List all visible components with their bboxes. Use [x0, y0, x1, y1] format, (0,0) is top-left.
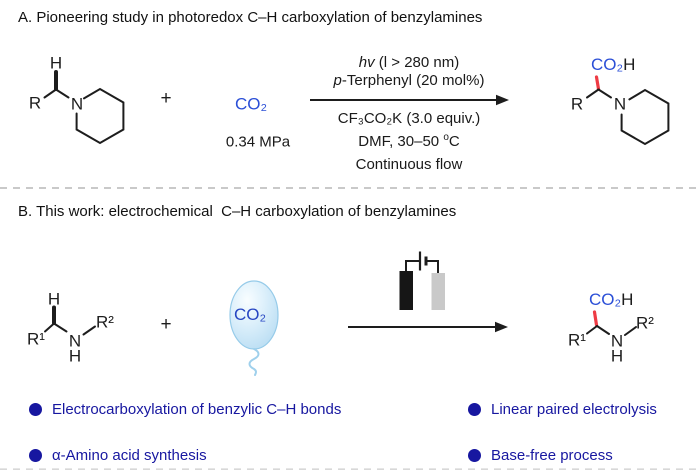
reaction-arrow-a [310, 94, 509, 106]
hv-italic: hv [358, 54, 375, 71]
r-group-label: R [570, 94, 584, 114]
bullet-dot-icon [29, 402, 42, 416]
arrow-head [496, 94, 509, 106]
r2-group-label: R² [636, 313, 654, 333]
terphenyl-text: -Terphenyl (20 mol%) [341, 72, 485, 89]
left-wire [405, 260, 419, 271]
r2-group-label: R² [96, 312, 114, 332]
degree-superscript: o [443, 132, 449, 143]
co2-balloon [229, 280, 279, 376]
co2-reagent-label: CO₂ [234, 94, 268, 114]
n-r2-bond [82, 325, 96, 336]
pressure-label: 0.34 MPa [225, 133, 291, 151]
co2-part: CO₂ [589, 290, 622, 309]
bullet-linear-paired: Linear paired electrolysis [468, 400, 657, 418]
bullet-base-free: Base-free process [468, 446, 613, 464]
plus-sign: + [160, 88, 172, 109]
bullet-electrocarboxylation: Electrocarboxylation of benzylic C–H bon… [29, 400, 342, 418]
n-atom-label: N [613, 94, 627, 114]
h-part: H [623, 55, 636, 74]
right-wire [427, 260, 439, 273]
electrolysis-cell-icon [399, 251, 445, 310]
h-atom-label: H [49, 53, 63, 73]
bullet-label: Base-free process [491, 446, 613, 464]
n-r2-bond [624, 326, 637, 336]
r1-ch-bond [586, 325, 598, 335]
ch-n-bond [596, 325, 610, 335]
condition-flow: Continuous flow [355, 156, 463, 173]
ch-n-bond [55, 88, 70, 99]
ch-n-bond [597, 88, 612, 99]
condition-light: hv (l > 280 nm) [359, 55, 459, 70]
p-italic: p [333, 72, 342, 89]
n-atom-label: N [70, 94, 84, 114]
r-group-label: R [28, 93, 42, 113]
nh-atom-label: H [610, 346, 624, 366]
bullet-amino-acid: α-Amino acid synthesis [29, 446, 207, 464]
condition-base: CF₃CO₂K (3.0 equiv.) [337, 110, 481, 127]
bullet-dot-icon [468, 448, 481, 462]
celsius-text: C [448, 133, 460, 150]
product-b-skeleton [586, 310, 637, 336]
co2h-label: CO₂H [591, 56, 635, 73]
wavelength-text: (l > 280 nm) [374, 54, 460, 71]
balloon-string [248, 348, 260, 376]
amine-b-skeleton [44, 305, 96, 336]
co2h-label: CO₂H [589, 291, 633, 308]
h-atom-label: H [47, 289, 61, 309]
section-a-title: A. Pioneering study in photoredox C–H ca… [18, 9, 483, 26]
n-atom-label: N [610, 331, 624, 351]
r-ch-bond [586, 88, 600, 99]
nh-atom-label: H [68, 346, 82, 366]
r1-group-label: R¹ [27, 329, 45, 349]
h-part: H [621, 290, 634, 309]
cathode-electrode [431, 273, 445, 310]
ch-n-bond [53, 322, 68, 333]
condition-solvent-temp: DMF, 30–50 oC [358, 132, 460, 150]
condition-catalyst: p-Terphenyl (20 mol%) [334, 73, 485, 88]
n-atom-label: N [68, 331, 82, 351]
r1-group-label: R¹ [568, 330, 586, 350]
bullet-label: α-Amino acid synthesis [52, 446, 207, 464]
piperidine-ring [75, 87, 125, 145]
section-b-title: B. This work: electrochemical C–H carbox… [18, 203, 457, 220]
c-co2h-red-bond [594, 75, 601, 91]
piperidine-ring [620, 88, 670, 146]
amine-a-skeleton [43, 70, 125, 145]
bullet-label: Electrocarboxylation of benzylic C–H bon… [52, 400, 342, 418]
arrow-head [495, 321, 508, 333]
reaction-arrow-b [348, 321, 508, 333]
plus-sign: + [160, 314, 172, 335]
dmf-temp-text: DMF, 30–50 [358, 133, 444, 150]
product-a-skeleton [586, 75, 670, 146]
r-ch-bond [43, 88, 57, 99]
bullet-dot-icon [468, 402, 481, 416]
c-co2h-red-bond [592, 310, 599, 327]
anode-electrode [399, 271, 413, 310]
co2-part: CO₂ [591, 55, 624, 74]
bullet-label: Linear paired electrolysis [491, 400, 657, 418]
balloon-co2-label: CO₂ [233, 305, 267, 324]
r1-ch-bond [44, 322, 55, 333]
bullet-dot-icon [29, 448, 42, 462]
